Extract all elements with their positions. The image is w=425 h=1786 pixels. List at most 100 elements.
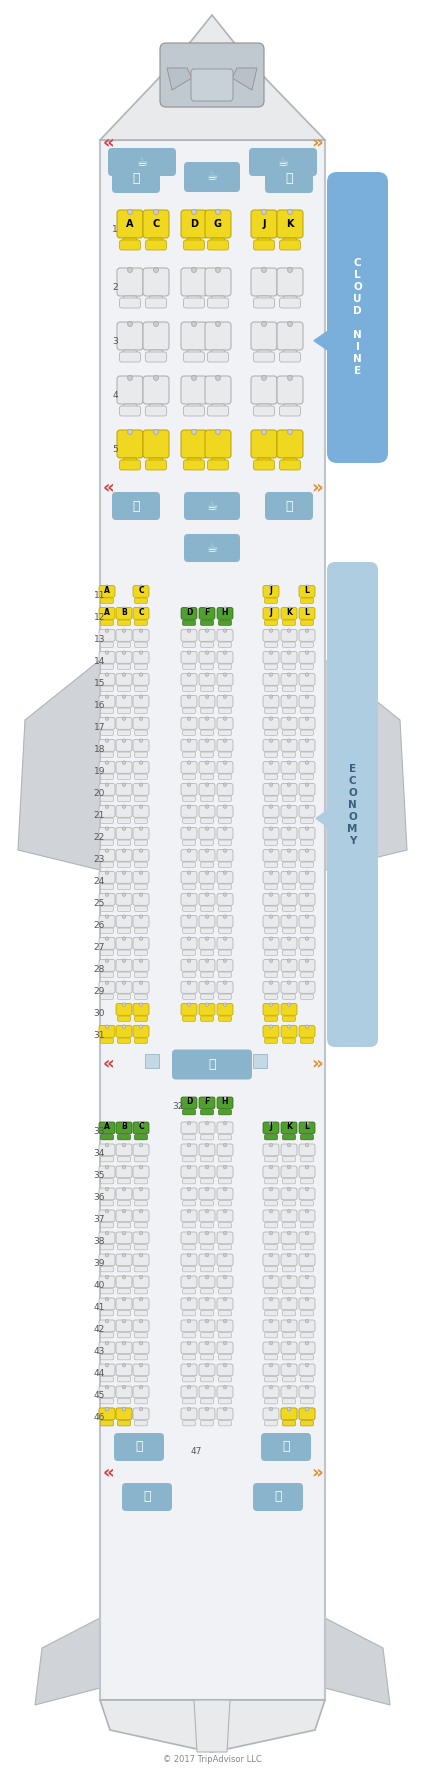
Text: 26: 26: [94, 920, 105, 929]
FancyBboxPatch shape: [201, 1179, 213, 1184]
FancyBboxPatch shape: [117, 1038, 130, 1043]
Text: A: A: [104, 607, 110, 616]
Text: B: B: [121, 607, 127, 616]
FancyBboxPatch shape: [300, 1377, 314, 1382]
FancyBboxPatch shape: [99, 695, 115, 707]
Circle shape: [287, 375, 292, 380]
FancyBboxPatch shape: [217, 1122, 233, 1134]
FancyBboxPatch shape: [181, 850, 197, 861]
FancyBboxPatch shape: [264, 620, 278, 625]
Circle shape: [223, 1097, 227, 1100]
FancyBboxPatch shape: [181, 959, 197, 972]
FancyBboxPatch shape: [182, 839, 196, 845]
FancyBboxPatch shape: [99, 1232, 115, 1243]
Circle shape: [305, 1341, 309, 1345]
FancyBboxPatch shape: [299, 1407, 315, 1420]
FancyBboxPatch shape: [281, 695, 297, 707]
Circle shape: [287, 1275, 291, 1279]
FancyBboxPatch shape: [133, 1025, 149, 1038]
FancyBboxPatch shape: [182, 797, 196, 802]
Text: 20: 20: [94, 788, 105, 798]
Circle shape: [205, 1341, 209, 1345]
FancyBboxPatch shape: [283, 457, 297, 466]
FancyBboxPatch shape: [181, 673, 197, 686]
FancyBboxPatch shape: [133, 959, 149, 972]
FancyBboxPatch shape: [199, 1232, 215, 1243]
FancyBboxPatch shape: [201, 863, 213, 868]
Circle shape: [287, 761, 291, 764]
FancyBboxPatch shape: [117, 620, 130, 625]
FancyBboxPatch shape: [217, 1254, 233, 1266]
FancyBboxPatch shape: [182, 995, 196, 1000]
FancyBboxPatch shape: [182, 1420, 196, 1425]
FancyBboxPatch shape: [264, 730, 278, 736]
Circle shape: [287, 914, 291, 918]
FancyBboxPatch shape: [143, 430, 169, 457]
Circle shape: [269, 893, 273, 897]
Circle shape: [261, 375, 266, 380]
FancyBboxPatch shape: [283, 1354, 295, 1359]
FancyBboxPatch shape: [100, 884, 113, 889]
FancyBboxPatch shape: [182, 707, 196, 713]
FancyBboxPatch shape: [116, 850, 132, 861]
FancyBboxPatch shape: [217, 652, 233, 663]
Circle shape: [269, 1004, 273, 1007]
Circle shape: [269, 1231, 273, 1234]
FancyBboxPatch shape: [199, 784, 215, 795]
FancyBboxPatch shape: [207, 352, 228, 363]
Circle shape: [205, 938, 209, 941]
FancyBboxPatch shape: [218, 707, 232, 713]
FancyBboxPatch shape: [281, 1341, 297, 1354]
FancyBboxPatch shape: [264, 1245, 278, 1250]
FancyBboxPatch shape: [254, 461, 275, 470]
Circle shape: [261, 268, 266, 273]
FancyBboxPatch shape: [217, 1209, 233, 1222]
FancyBboxPatch shape: [299, 1122, 315, 1134]
FancyBboxPatch shape: [218, 1016, 232, 1022]
Text: 43: 43: [94, 1347, 105, 1356]
FancyBboxPatch shape: [182, 686, 196, 691]
FancyBboxPatch shape: [99, 629, 115, 641]
FancyBboxPatch shape: [201, 1311, 213, 1316]
FancyBboxPatch shape: [264, 797, 278, 802]
Circle shape: [187, 827, 191, 830]
FancyBboxPatch shape: [199, 872, 215, 884]
FancyBboxPatch shape: [263, 1122, 279, 1134]
FancyBboxPatch shape: [99, 1025, 115, 1038]
Circle shape: [205, 1097, 209, 1100]
FancyBboxPatch shape: [264, 1157, 278, 1163]
FancyBboxPatch shape: [299, 607, 315, 620]
Circle shape: [223, 1275, 227, 1279]
FancyBboxPatch shape: [217, 761, 233, 773]
Circle shape: [305, 914, 309, 918]
FancyBboxPatch shape: [116, 1145, 132, 1156]
FancyBboxPatch shape: [283, 1398, 295, 1404]
FancyBboxPatch shape: [277, 211, 303, 238]
FancyBboxPatch shape: [117, 707, 130, 713]
FancyBboxPatch shape: [264, 1223, 278, 1227]
FancyBboxPatch shape: [181, 916, 197, 927]
FancyBboxPatch shape: [283, 404, 297, 413]
FancyBboxPatch shape: [300, 1266, 314, 1272]
Text: 46: 46: [94, 1413, 105, 1422]
Circle shape: [105, 1297, 109, 1300]
FancyBboxPatch shape: [181, 1122, 197, 1134]
Circle shape: [287, 739, 291, 743]
FancyBboxPatch shape: [283, 1179, 295, 1184]
FancyBboxPatch shape: [281, 607, 297, 620]
FancyBboxPatch shape: [281, 1209, 297, 1222]
FancyBboxPatch shape: [281, 938, 297, 950]
FancyBboxPatch shape: [182, 752, 196, 757]
Text: 47: 47: [191, 1447, 202, 1456]
FancyBboxPatch shape: [218, 1179, 232, 1184]
FancyBboxPatch shape: [327, 563, 378, 1047]
FancyBboxPatch shape: [99, 1407, 115, 1420]
FancyBboxPatch shape: [201, 641, 213, 647]
Circle shape: [205, 739, 209, 743]
Text: 41: 41: [94, 1304, 105, 1313]
Circle shape: [122, 1386, 126, 1390]
Circle shape: [122, 1231, 126, 1234]
FancyBboxPatch shape: [117, 1354, 130, 1359]
Circle shape: [223, 914, 227, 918]
FancyBboxPatch shape: [281, 893, 297, 906]
